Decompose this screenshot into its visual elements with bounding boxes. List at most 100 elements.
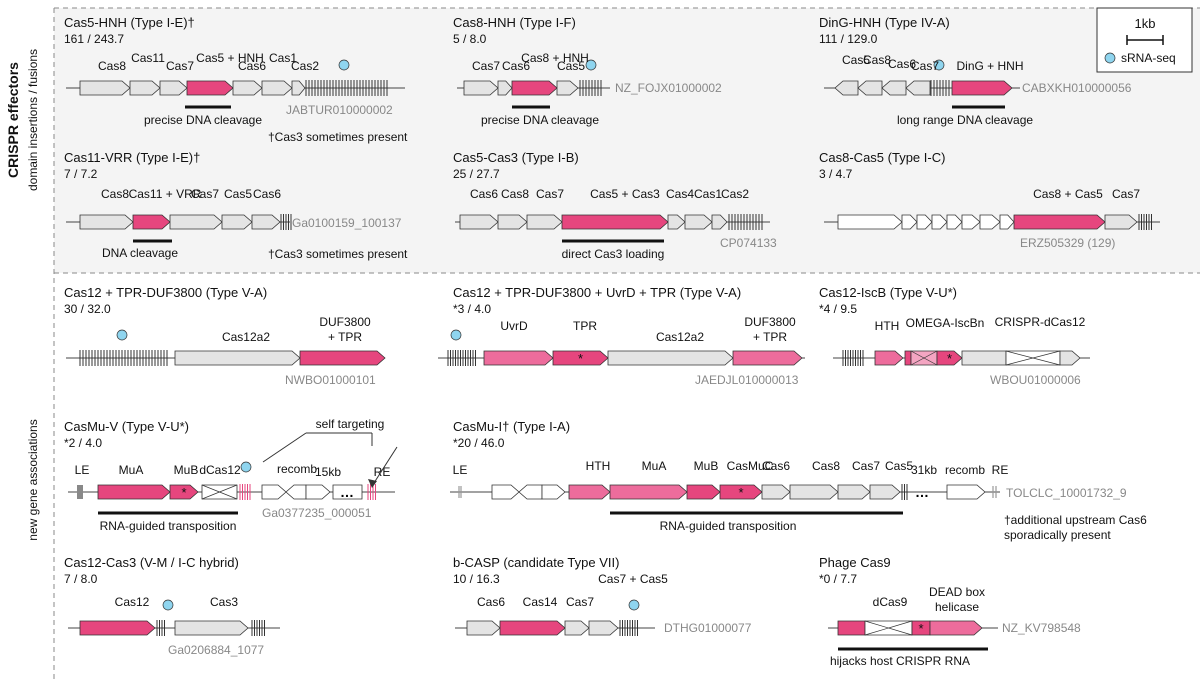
gene-arrow xyxy=(291,80,306,96)
genome-id: WBOU01000006 xyxy=(990,373,1081,387)
gene-label: DUF3800 xyxy=(319,315,371,329)
gene-label: helicase xyxy=(935,600,979,614)
gene-arrow xyxy=(466,620,501,636)
gene-arrow xyxy=(564,620,590,636)
gene-label: Cas8 + Cas5 xyxy=(1033,187,1103,201)
genome-id: Ga0100159_100137 xyxy=(292,216,402,230)
domain-cross-line xyxy=(864,620,913,636)
gene-label: DEAD box xyxy=(929,585,985,599)
srna-seq-dot-icon xyxy=(450,329,462,341)
footnote: †Cas3 sometimes present xyxy=(268,130,408,144)
panel-stats: 7 / 7.2 xyxy=(64,167,98,181)
gene-label: 31kb xyxy=(911,463,937,477)
gene-arrow xyxy=(686,484,721,500)
gene-label: precise DNA cleavage xyxy=(144,113,262,127)
gene-label: Cas5 xyxy=(842,53,870,67)
domain-cross-line xyxy=(201,484,238,500)
panel-stats: 111 / 129.0 xyxy=(819,32,878,46)
gene-label: RNA-guided transposition xyxy=(660,519,797,533)
panel-title: Cas12-IscB (Type V-U*) xyxy=(819,285,957,300)
gene-label: HTH xyxy=(875,319,900,333)
panel-title: DinG-HNH (Type IV-A) xyxy=(819,15,950,30)
active-site-star: * xyxy=(578,351,583,366)
genome-id: NZ_FOJX01000002 xyxy=(615,81,722,95)
gene-arrow xyxy=(174,620,249,636)
gene-label: Cas8 xyxy=(101,187,129,201)
panel-title: b-CASP (candidate Type VII) xyxy=(453,555,619,570)
gene-arrow xyxy=(221,214,253,230)
gene-arrow xyxy=(609,484,688,500)
panel-title: Cas12 + TPR-DUF3800 (Type V-A) xyxy=(64,285,267,300)
gene-label: Cas12 xyxy=(115,595,150,609)
gene-label: CasMuC xyxy=(727,459,774,473)
gene-arrow xyxy=(916,214,933,230)
gene-label: MuA xyxy=(119,463,144,477)
gene-label: Cas8 xyxy=(501,187,529,201)
gene-label: Cas6 xyxy=(502,59,530,73)
active-site-star: * xyxy=(738,485,743,500)
gene-label: Cas7 xyxy=(166,59,194,73)
gene-label: Cas8 xyxy=(863,53,891,67)
gene-arrow xyxy=(568,484,611,500)
section-subtitle: new gene associations xyxy=(26,419,40,540)
callout-line xyxy=(371,446,398,487)
gene-arrow xyxy=(491,484,520,500)
gene-arrow xyxy=(169,214,223,230)
gene-label: Cas6 xyxy=(253,187,281,201)
ellipsis-gap: … xyxy=(915,484,929,500)
gene-label: UvrD xyxy=(500,319,528,333)
gene-arrow xyxy=(929,620,983,636)
gene-label: Cas14 xyxy=(523,595,558,609)
gene-arrow xyxy=(305,484,331,500)
panel-stats: *2 / 4.0 xyxy=(64,436,102,450)
gene-arrow xyxy=(761,484,791,500)
gene-label: RE xyxy=(992,463,1009,477)
gene-arrow xyxy=(79,620,156,636)
callout-line xyxy=(262,432,307,463)
gene-arrow xyxy=(174,350,301,366)
gene-arrow xyxy=(1013,214,1106,230)
gene-label: MuB xyxy=(694,459,719,473)
gene-arrow xyxy=(951,80,1013,96)
panel-stats: *20 / 46.0 xyxy=(453,436,505,450)
callout-arrowhead xyxy=(368,479,377,488)
gene-label: Cas6 xyxy=(762,459,790,473)
panel-title: Cas8-Cas5 (Type I-C) xyxy=(819,150,945,165)
gene-arrow xyxy=(1104,214,1138,230)
gene-label: LE xyxy=(453,463,468,477)
gene-arrow xyxy=(901,214,918,230)
gene-label: Cas1 xyxy=(269,51,297,65)
gene-arrow xyxy=(711,214,728,230)
gene-label: Cas8 xyxy=(98,59,126,73)
gene-label: precise DNA cleavage xyxy=(481,113,599,127)
genome-id: Ga0206884_1077 xyxy=(168,643,264,657)
gene-label: TPR xyxy=(573,319,597,333)
genome-id: CP074133 xyxy=(720,236,777,250)
gene-label: Cas6 xyxy=(477,595,505,609)
gene-label: Cas5 xyxy=(557,59,585,73)
gene-arrow xyxy=(667,214,686,230)
gene-label: Cas11 xyxy=(131,51,165,65)
legend-label: sRNA-seq xyxy=(1121,51,1176,65)
gene-arrow xyxy=(499,620,566,636)
gene-arrow xyxy=(946,484,986,500)
gene-arrow xyxy=(837,484,871,500)
domain-cross-line xyxy=(1005,350,1061,366)
gene-arrow xyxy=(251,214,281,230)
gene-arrow xyxy=(961,214,981,230)
footnote: sporadically present xyxy=(1004,528,1111,542)
panel-stats: 25 / 27.7 xyxy=(453,167,500,181)
srna-seq-dot-icon xyxy=(338,59,350,71)
gene-label: CRISPR-dCas12 xyxy=(995,315,1086,329)
gene-arrow xyxy=(837,214,903,230)
gene-arrow xyxy=(132,214,171,230)
gene-label: Cas7 xyxy=(191,187,219,201)
gene-label: Cas1 xyxy=(694,187,722,201)
panel-stats: 5 / 8.0 xyxy=(453,32,487,46)
gene-arrow xyxy=(789,484,839,500)
gene-arrow xyxy=(961,350,1007,366)
genome-id: Ga0377235_000051 xyxy=(262,506,372,520)
genome-id: CABXKH010000056 xyxy=(1022,81,1132,95)
gene-arrow xyxy=(129,80,161,96)
gene-arrow xyxy=(874,350,904,366)
